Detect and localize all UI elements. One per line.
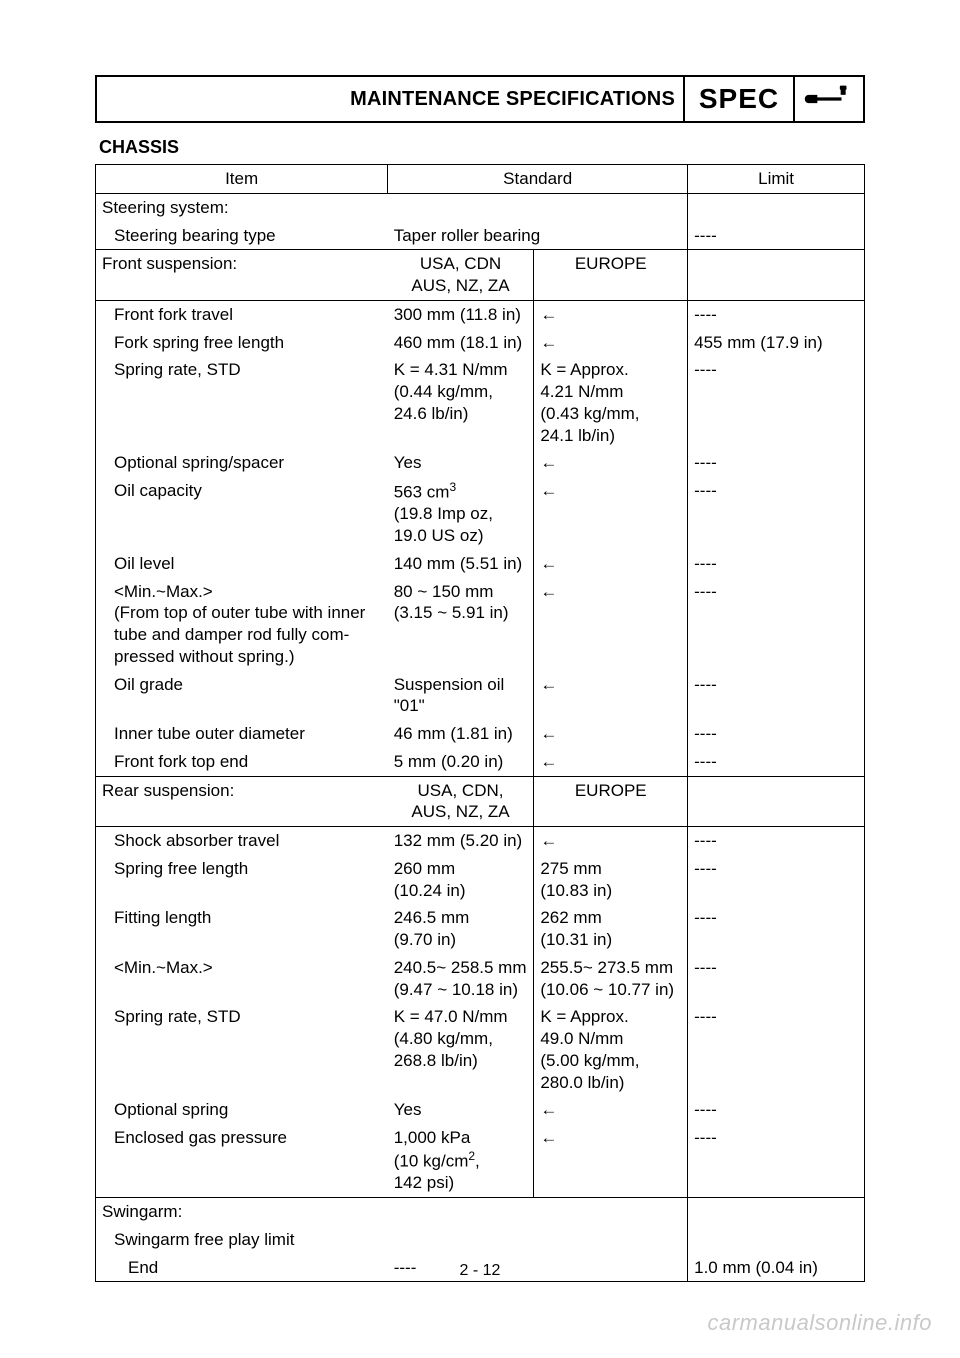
ff-innerdia-lim: ---- [688, 720, 865, 748]
ff-rate-v: K = 4.31 N/mm (0.44 kg/mm, 24.6 lb/in) [388, 356, 534, 449]
ff-minmax-e: ← [534, 578, 688, 671]
page-header: MAINTENANCE SPECIFICATIONS SPEC [95, 75, 865, 123]
ff-free-v: 460 mm (18.1 in) [388, 329, 534, 357]
ff-innerdia-e: ← [534, 720, 688, 748]
rs-rate-l: Spring rate, STD [96, 1003, 388, 1096]
ff-innerdia-l: Inner tube outer diameter [96, 720, 388, 748]
rs-shock-v: 132 mm (5.20 in) [388, 827, 534, 855]
page-number: 2 - 12 [0, 1262, 960, 1280]
rear-susp-usa: USA, CDN, AUS, NZ, ZA [388, 776, 534, 827]
ff-minmax-l: <Min.~Max.>(From top of outer tube with … [96, 578, 388, 671]
ff-topend-l: Front fork top end [96, 748, 388, 776]
rs-opt-l: Optional spring [96, 1096, 388, 1124]
rs-minmax-lim: ---- [688, 954, 865, 1004]
rs-minmax-v: 240.5~ 258.5 mm (9.47 ~ 10.18 in) [388, 954, 534, 1004]
spec-box: SPEC [683, 77, 793, 121]
rs-gas-l: Enclosed gas pressure [96, 1124, 388, 1197]
ff-oillvl-lim: ---- [688, 550, 865, 578]
ff-oilgrade-lim: ---- [688, 671, 865, 721]
rs-shock-e: ← [534, 827, 688, 855]
rs-fit-e: 262 mm (10.31 in) [534, 904, 688, 954]
steering-bearing-label: Steering bearing type [96, 222, 388, 250]
rs-shock-lim: ---- [688, 827, 865, 855]
ff-oillvl-l: Oil level [96, 550, 388, 578]
col-item: Item [96, 165, 388, 194]
ff-topend-e: ← [534, 748, 688, 776]
rs-free-l: Spring free length [96, 855, 388, 905]
ff-innerdia-v: 46 mm (1.81 in) [388, 720, 534, 748]
rs-fit-v: 246.5 mm (9.70 in) [388, 904, 534, 954]
rs-gas-v: 1,000 kPa (10 kg/cm2, 142 psi) [388, 1124, 534, 1197]
rs-gas-e: ← [534, 1124, 688, 1197]
ff-topend-lim: ---- [688, 748, 865, 776]
front-susp-usa: USA, CDN AUS, NZ, ZA [388, 250, 534, 301]
swingarm-label: Swingarm: [96, 1198, 388, 1226]
ff-rate-l: Spring rate, STD [96, 356, 388, 449]
ff-opt-e: ← [534, 449, 688, 477]
col-standard: Standard [388, 165, 688, 194]
ff-oillvl-e: ← [534, 550, 688, 578]
ff-oilcap-v: 563 cm3(19.8 Imp oz, 19.0 US oz) [388, 477, 534, 550]
ff-free-e: ← [534, 329, 688, 357]
ff-oilcap-e: ← [534, 477, 688, 550]
ff-rate-lim: ---- [688, 356, 865, 449]
col-limit: Limit [688, 165, 865, 194]
rs-gas-lim: ---- [688, 1124, 865, 1197]
ff-travel-lim: ---- [688, 300, 865, 328]
ff-opt-lim: ---- [688, 449, 865, 477]
ff-travel-l: Front fork travel [96, 300, 388, 328]
ff-oilcap-l: Oil capacity [96, 477, 388, 550]
ff-opt-v: Yes [388, 449, 534, 477]
front-susp-eur: EUROPE [534, 250, 688, 301]
ff-oillvl-v: 140 mm (5.51 in) [388, 550, 534, 578]
rs-free-e: 275 mm (10.83 in) [534, 855, 688, 905]
rs-opt-v: Yes [388, 1096, 534, 1124]
ff-opt-l: Optional spring/spacer [96, 449, 388, 477]
steering-bearing-val: Taper roller bearing [388, 222, 688, 250]
ff-oilcap-lim: ---- [688, 477, 865, 550]
steering-bearing-lim: ---- [688, 222, 865, 250]
rear-susp-label: Rear suspension: [96, 776, 388, 827]
header-title: MAINTENANCE SPECIFICATIONS [97, 77, 683, 121]
watermark: carmanualsonline.info [707, 1310, 932, 1336]
ff-rate-e: K = Approx. 4.21 N/mm (0.43 kg/mm, 24.1 … [534, 356, 688, 449]
steering-label: Steering system: [96, 193, 388, 221]
rs-shock-l: Shock absorber travel [96, 827, 388, 855]
ff-free-lim: 455 mm (17.9 in) [688, 329, 865, 357]
rs-rate-e: K = Approx. 49.0 N/mm (5.00 kg/mm, 280.0… [534, 1003, 688, 1096]
swingarm-free-l: Swingarm free play limit [96, 1226, 388, 1254]
ff-oilgrade-e: ← [534, 671, 688, 721]
ff-oilgrade-v: Suspension oil "01" [388, 671, 534, 721]
rear-susp-eur: EUROPE [534, 776, 688, 827]
ff-topend-v: 5 mm (0.20 in) [388, 748, 534, 776]
ff-minmax-v: 80 ~ 150 mm (3.15 ~ 5.91 in) [388, 578, 534, 671]
spec-table: Item Standard Limit Steering system: Ste… [95, 164, 865, 1282]
rs-free-v: 260 mm (10.24 in) [388, 855, 534, 905]
rs-rate-lim: ---- [688, 1003, 865, 1096]
rs-opt-lim: ---- [688, 1096, 865, 1124]
rs-free-lim: ---- [688, 855, 865, 905]
ff-minmax-lim: ---- [688, 578, 865, 671]
wrench-icon [793, 77, 863, 121]
ff-free-l: Fork spring free length [96, 329, 388, 357]
ff-oilgrade-l: Oil grade [96, 671, 388, 721]
rs-minmax-e: 255.5~ 273.5 mm (10.06 ~ 10.77 in) [534, 954, 688, 1004]
section-heading: CHASSIS [99, 137, 865, 158]
ff-travel-v: 300 mm (11.8 in) [388, 300, 534, 328]
rs-fit-lim: ---- [688, 904, 865, 954]
rs-minmax-l: <Min.~Max.> [96, 954, 388, 1004]
front-susp-label: Front suspension: [96, 250, 388, 301]
rs-rate-v: K = 47.0 N/mm (4.80 kg/mm, 268.8 lb/in) [388, 1003, 534, 1096]
rs-opt-e: ← [534, 1096, 688, 1124]
ff-travel-e: ← [534, 300, 688, 328]
rs-fit-l: Fitting length [96, 904, 388, 954]
